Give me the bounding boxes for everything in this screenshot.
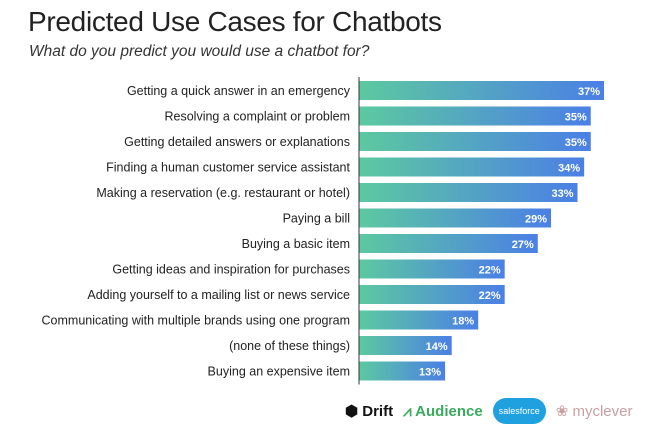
salesforce-logo: salesforce [492,398,546,424]
bar [359,285,505,304]
bar [359,183,578,202]
bar [359,208,552,228]
value-label: 14% [426,341,448,353]
category-label: Getting a quick answer in an emergency [127,84,351,98]
value-label: 34% [558,163,580,175]
value-label: 29% [525,214,547,226]
category-label: Making a reservation (e.g. restaurant or… [96,186,350,200]
audience-logo: ⩘ Audience [403,402,483,420]
chart-subtitle: What do you predict you would use a chat… [29,43,370,60]
value-label: 35% [565,137,587,149]
bar [359,361,446,381]
category-label: Paying a bill [283,212,350,226]
sponsor-logos: ⬢ Drift ⩘ Audience salesforce ❀ myclever [345,398,632,424]
category-label: Getting ideas and inspiration for purcha… [112,263,350,277]
value-label: 18% [452,316,474,328]
value-label: 27% [512,239,534,251]
bar [359,336,452,355]
bar [359,106,591,126]
value-label: 22% [479,265,501,277]
bar [359,310,479,330]
drift-logo: ⬢ Drift [345,403,394,420]
value-label: 22% [479,290,501,302]
bar [359,81,604,100]
category-label: Adding yourself to a mailing list or new… [87,288,350,302]
category-label: Getting detailed answers or explanations [124,135,350,149]
category-label: (none of these things) [229,339,350,353]
bar [359,132,591,151]
chart-title: Predicted Use Cases for Chatbots [28,6,442,37]
bar [359,234,538,253]
value-label: 33% [551,188,573,200]
bar [359,259,505,279]
category-label: Finding a human customer service assista… [106,161,350,175]
category-label: Communicating with multiple brands using… [42,314,350,328]
value-label: 13% [419,367,441,379]
category-label: Buying an expensive item [208,365,350,379]
category-label: Buying a basic item [242,237,350,251]
bar [359,157,585,177]
value-label: 35% [565,112,587,124]
myclever-logo: ❀ myclever [555,403,633,420]
category-label: Resolving a complaint or problem [164,110,350,124]
value-label: 37% [578,86,600,98]
